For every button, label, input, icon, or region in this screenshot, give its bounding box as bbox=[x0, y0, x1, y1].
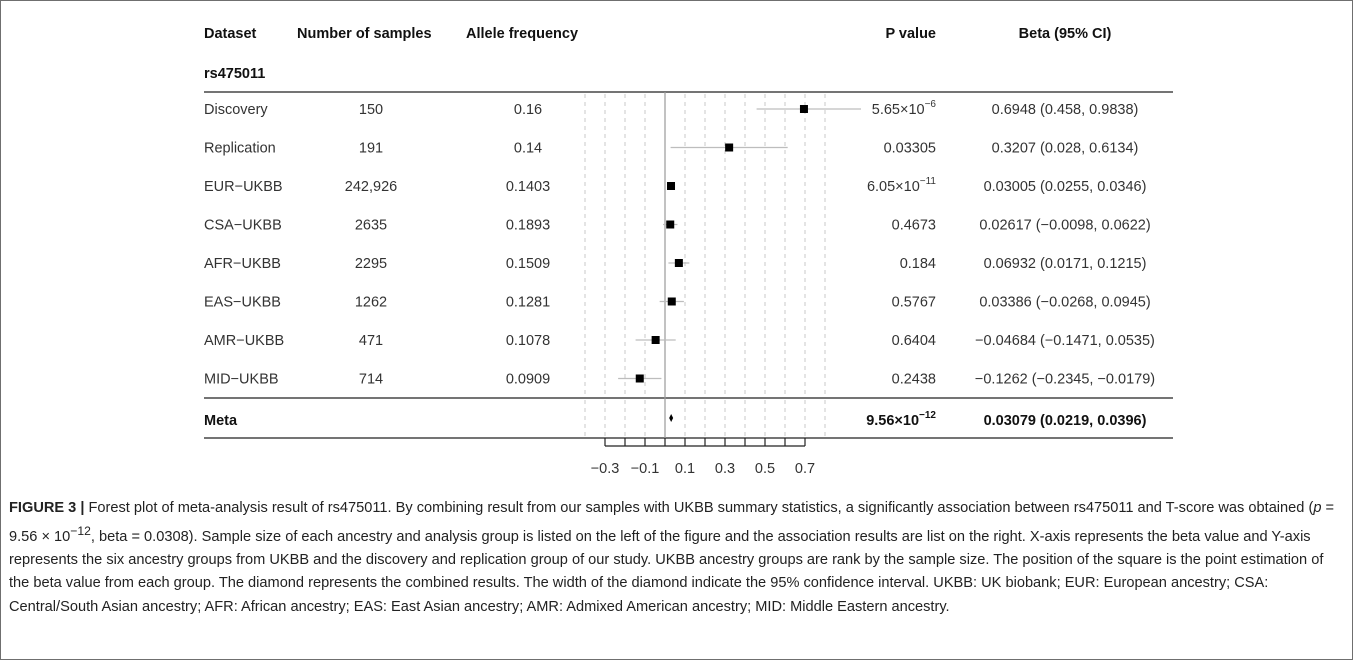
row-beta-ci: 0.6948 (0.458, 0.9838) bbox=[992, 102, 1139, 118]
point-square bbox=[725, 143, 734, 152]
meta-beta-ci: 0.03079 (0.0219, 0.0396) bbox=[984, 413, 1147, 429]
x-tick-label: 0.3 bbox=[715, 461, 735, 477]
x-tick-label: 0.1 bbox=[675, 461, 695, 477]
row-beta-ci: 0.06932 (0.0171, 0.1215) bbox=[984, 256, 1147, 272]
row-beta-ci: 0.3207 (0.028, 0.6134) bbox=[992, 141, 1139, 157]
caption-text-3: , beta = 0.0308). Sample size of each an… bbox=[9, 529, 1324, 615]
caption-exp: −12 bbox=[70, 524, 91, 539]
point-square bbox=[666, 220, 675, 229]
row-samples: 1262 bbox=[355, 295, 387, 311]
row-allele: 0.1403 bbox=[506, 179, 550, 195]
row-allele: 0.0909 bbox=[506, 372, 550, 388]
row-pvalue: 5.65×10−6 bbox=[872, 99, 937, 118]
x-tick-label: −0.3 bbox=[591, 461, 620, 477]
header-beta: Beta (95% CI) bbox=[1019, 26, 1112, 42]
row-pvalue: 0.4673 bbox=[892, 218, 936, 234]
row-allele: 0.16 bbox=[514, 102, 542, 118]
row-samples: 191 bbox=[359, 141, 383, 157]
row-beta-ci: −0.1262 (−0.2345, −0.0179) bbox=[975, 372, 1155, 388]
row-allele: 0.1893 bbox=[506, 218, 550, 234]
row-dataset: EUR−UKBB bbox=[204, 179, 283, 195]
row-dataset: Replication bbox=[204, 141, 276, 157]
point-square bbox=[799, 105, 808, 113]
row-dataset: Discovery bbox=[204, 102, 268, 118]
row-allele: 0.1078 bbox=[506, 333, 550, 349]
caption-label: FIGURE 3 | bbox=[9, 500, 85, 516]
row-beta-ci: −0.04684 (−0.1471, 0.0535) bbox=[975, 333, 1155, 349]
point-square bbox=[674, 259, 683, 267]
meta-diamond bbox=[669, 414, 674, 422]
point-square bbox=[635, 374, 644, 383]
row-samples: 2295 bbox=[355, 256, 387, 272]
row-beta-ci: 0.03005 (0.0255, 0.0346) bbox=[984, 179, 1147, 195]
row-samples: 2635 bbox=[355, 218, 387, 234]
row-pvalue: 0.6404 bbox=[892, 333, 936, 349]
row-pvalue: 0.2438 bbox=[892, 372, 936, 388]
header-pvalue: P value bbox=[885, 26, 936, 42]
caption-text-2: = 9.56 × 10 bbox=[9, 500, 1335, 546]
row-allele: 0.1509 bbox=[506, 256, 550, 272]
point-square bbox=[651, 336, 660, 344]
caption-p: p bbox=[1313, 500, 1322, 516]
figure-caption: FIGURE 3 | Forest plot of meta-analysis … bbox=[9, 497, 1345, 619]
row-pvalue: 0.184 bbox=[900, 256, 936, 272]
row-pvalue: 6.05×10−11 bbox=[867, 176, 936, 195]
row-samples: 150 bbox=[359, 102, 383, 118]
grid-layer bbox=[584, 92, 826, 438]
row-samples: 471 bbox=[359, 333, 383, 349]
header-samples: Number of samples bbox=[297, 26, 432, 42]
caption-text-1: Forest plot of meta-analysis result of r… bbox=[84, 500, 1314, 516]
meta-pvalue: 9.56×10−12 bbox=[866, 410, 936, 429]
row-samples: 242,926 bbox=[345, 179, 397, 195]
x-tick-label: 0.7 bbox=[795, 461, 815, 477]
row-pvalue: 0.03305 bbox=[884, 141, 936, 157]
row-beta-ci: 0.02617 (−0.0098, 0.0622) bbox=[979, 218, 1150, 234]
row-dataset: EAS−UKBB bbox=[204, 295, 281, 311]
row-dataset: AFR−UKBB bbox=[204, 256, 281, 272]
row-beta-ci: 0.03386 (−0.0268, 0.0945) bbox=[979, 295, 1150, 311]
forest-plot: Dataset Number of samples Allele frequen… bbox=[204, 26, 1173, 477]
row-dataset: MID−UKBB bbox=[204, 372, 279, 388]
ci-layer bbox=[618, 105, 861, 422]
point-square bbox=[667, 182, 676, 190]
meta-label: Meta bbox=[204, 413, 238, 429]
row-pvalue: 0.5767 bbox=[892, 295, 936, 311]
table-rows: Discovery 150 0.16 5.65×10−6 0.6948 (0.458, … bbox=[204, 99, 1155, 388]
row-allele: 0.14 bbox=[514, 141, 542, 157]
x-tick-label: 0.5 bbox=[755, 461, 775, 477]
snp-label: rs475011 bbox=[204, 66, 265, 82]
row-allele: 0.1281 bbox=[506, 295, 550, 311]
header-dataset: Dataset bbox=[204, 26, 257, 42]
x-axis: −0.3 −0.1 0.1 0.3 0.5 0.7 bbox=[591, 438, 815, 477]
row-dataset: AMR−UKBB bbox=[204, 333, 284, 349]
row-dataset: CSA−UKBB bbox=[204, 218, 282, 234]
x-tick-label: −0.1 bbox=[631, 461, 660, 477]
row-samples: 714 bbox=[359, 372, 383, 388]
header-allele: Allele frequency bbox=[466, 26, 578, 42]
point-square bbox=[667, 297, 676, 306]
